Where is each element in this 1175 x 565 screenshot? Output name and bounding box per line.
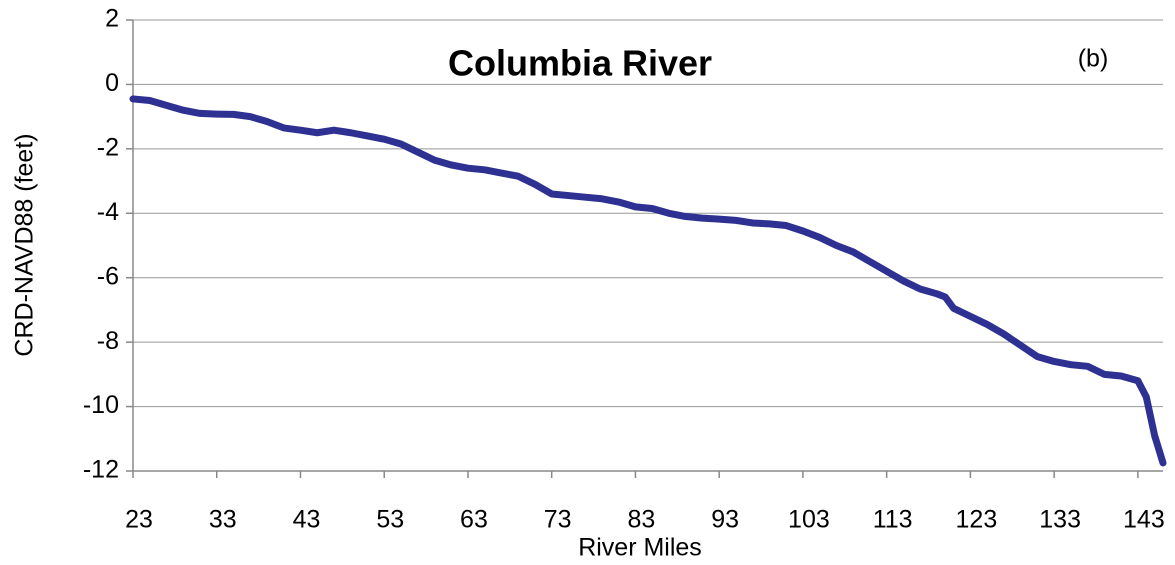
x-tick-label: 133 bbox=[1039, 506, 1081, 534]
x-tick-label: 123 bbox=[956, 506, 998, 534]
x-tick-label: 93 bbox=[711, 506, 739, 534]
x-tick-label: 33 bbox=[209, 506, 237, 534]
y-tick-label: -12 bbox=[83, 456, 119, 484]
y-tick-label: -6 bbox=[97, 262, 119, 290]
x-tick-label: 63 bbox=[460, 506, 488, 534]
x-tick-label: 103 bbox=[788, 506, 830, 534]
x-tick-label: 53 bbox=[376, 506, 404, 534]
x-tick-label: 73 bbox=[544, 506, 572, 534]
y-tick-label: 0 bbox=[105, 69, 119, 97]
y-tick-label: -2 bbox=[97, 133, 119, 161]
data-line bbox=[129, 95, 1167, 467]
y-tick-label: -8 bbox=[97, 327, 119, 355]
x-tick-label: 83 bbox=[628, 506, 656, 534]
y-tick-label: 2 bbox=[105, 5, 119, 33]
y-tick-label: -10 bbox=[83, 391, 119, 419]
y-axis-label: CRD-NAVD88 (feet) bbox=[11, 133, 39, 356]
y-tick-label: -4 bbox=[97, 198, 119, 226]
chart-title: Columbia River bbox=[448, 43, 712, 84]
x-tick-label: 113 bbox=[873, 506, 913, 534]
x-tick-label: 23 bbox=[125, 506, 153, 534]
annotation: (b) bbox=[1078, 45, 1109, 73]
x-axis-label: River Miles bbox=[578, 534, 702, 562]
x-tick-label: 43 bbox=[293, 506, 321, 534]
x-tick-label: 143 bbox=[1123, 506, 1165, 534]
